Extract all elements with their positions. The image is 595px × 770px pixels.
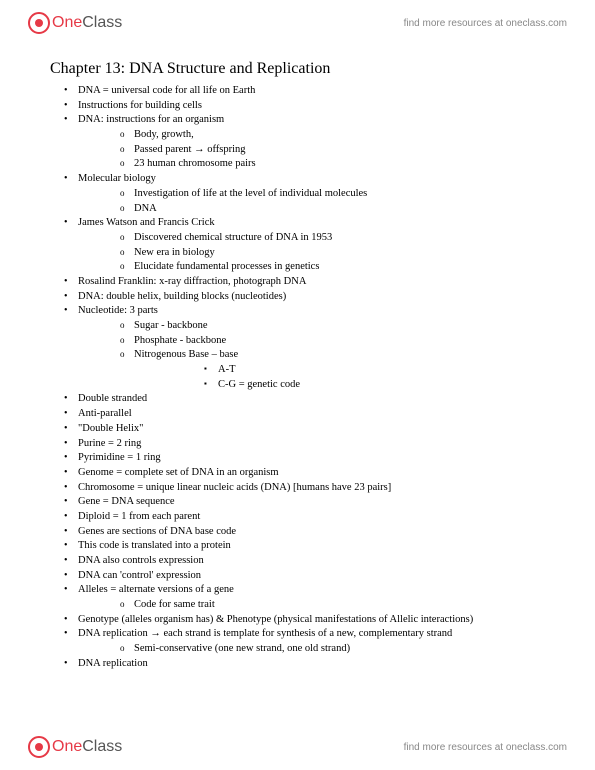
list-item: Investigation of life at the level of in… [134, 187, 545, 202]
list-item: Chromosome = unique linear nucleic acids… [78, 481, 545, 496]
logo-icon [28, 12, 50, 34]
sub-list: Discovered chemical structure of DNA in … [78, 231, 545, 275]
list-item: A-T [218, 363, 545, 378]
list-item: Body, growth, [134, 128, 545, 143]
list-item: DNA: instructions for an organism [78, 113, 545, 128]
list-item: Molecular biology [78, 172, 545, 187]
logo-text: OneClass [52, 738, 122, 756]
list-item: Anti-parallel [78, 407, 545, 422]
page-header: OneClass find more resources at oneclass… [0, 0, 595, 42]
list-item: Genome = complete set of DNA in an organ… [78, 466, 545, 481]
chapter-title: Chapter 13: DNA Structure and Replicatio… [50, 60, 545, 78]
list-item: Double stranded [78, 392, 545, 407]
sub-list: Sugar - backbonePhosphate - backboneNitr… [78, 319, 545, 392]
sub-list: Body, growth,Passed parent → offspring23… [78, 128, 545, 172]
list-item: DNA also controls expression [78, 554, 545, 569]
list-item: Genes are sections of DNA base code [78, 525, 545, 540]
list-item: Discovered chemical structure of DNA in … [134, 231, 545, 246]
sub-list: Semi-conservative (one new strand, one o… [78, 642, 545, 657]
logo-text: OneClass [52, 14, 122, 32]
page-footer: OneClass find more resources at oneclass… [0, 728, 595, 770]
list-item: Nucleotide: 3 parts [78, 304, 545, 319]
resources-link-bottom[interactable]: find more resources at oneclass.com [404, 742, 567, 753]
list-item: Code for same trait [134, 598, 545, 613]
list-item: Elucidate fundamental processes in genet… [134, 260, 545, 275]
document-content: Chapter 13: DNA Structure and Replicatio… [0, 42, 595, 672]
list-item: Semi-conservative (one new strand, one o… [134, 642, 545, 657]
brand-logo: OneClass [28, 12, 122, 34]
list-item: 23 human chromosome pairs [134, 157, 545, 172]
list-item: Alleles = alternate versions of a gene [78, 583, 545, 598]
list-item: DNA can 'control' expression [78, 569, 545, 584]
list-item: DNA = universal code for all life on Ear… [78, 84, 545, 99]
resources-link-top[interactable]: find more resources at oneclass.com [404, 18, 567, 29]
sub-list: Code for same trait [78, 598, 545, 613]
sub-list: A-TC-G = genetic code [134, 363, 545, 392]
list-item: Nitrogenous Base – base [134, 348, 545, 363]
list-item: James Watson and Francis Crick [78, 216, 545, 231]
list-item: Rosalind Franklin: x-ray diffraction, ph… [78, 275, 545, 290]
logo-icon [28, 736, 50, 758]
brand-logo-footer: OneClass [28, 736, 122, 758]
list-item: C-G = genetic code [218, 378, 545, 393]
list-item: Pyrimidine = 1 ring [78, 451, 545, 466]
sub-list: Investigation of life at the level of in… [78, 187, 545, 216]
list-item: Gene = DNA sequence [78, 495, 545, 510]
bullet-list: DNA = universal code for all life on Ear… [50, 84, 545, 672]
list-item: Purine = 2 ring [78, 437, 545, 452]
list-item: Passed parent → offspring [134, 143, 545, 158]
list-item: Instructions for building cells [78, 99, 545, 114]
list-item: New era in biology [134, 246, 545, 261]
list-item: Diploid = 1 from each parent [78, 510, 545, 525]
list-item: Sugar - backbone [134, 319, 545, 334]
list-item: DNA replication → each strand is templat… [78, 627, 545, 642]
list-item: DNA replication [78, 657, 545, 672]
list-item: DNA: double helix, building blocks (nucl… [78, 290, 545, 305]
list-item: Phosphate - backbone [134, 334, 545, 349]
list-item: "Double Helix" [78, 422, 545, 437]
list-item: Genotype (alleles organism has) & Phenot… [78, 613, 545, 628]
list-item: DNA [134, 202, 545, 217]
list-item: This code is translated into a protein [78, 539, 545, 554]
